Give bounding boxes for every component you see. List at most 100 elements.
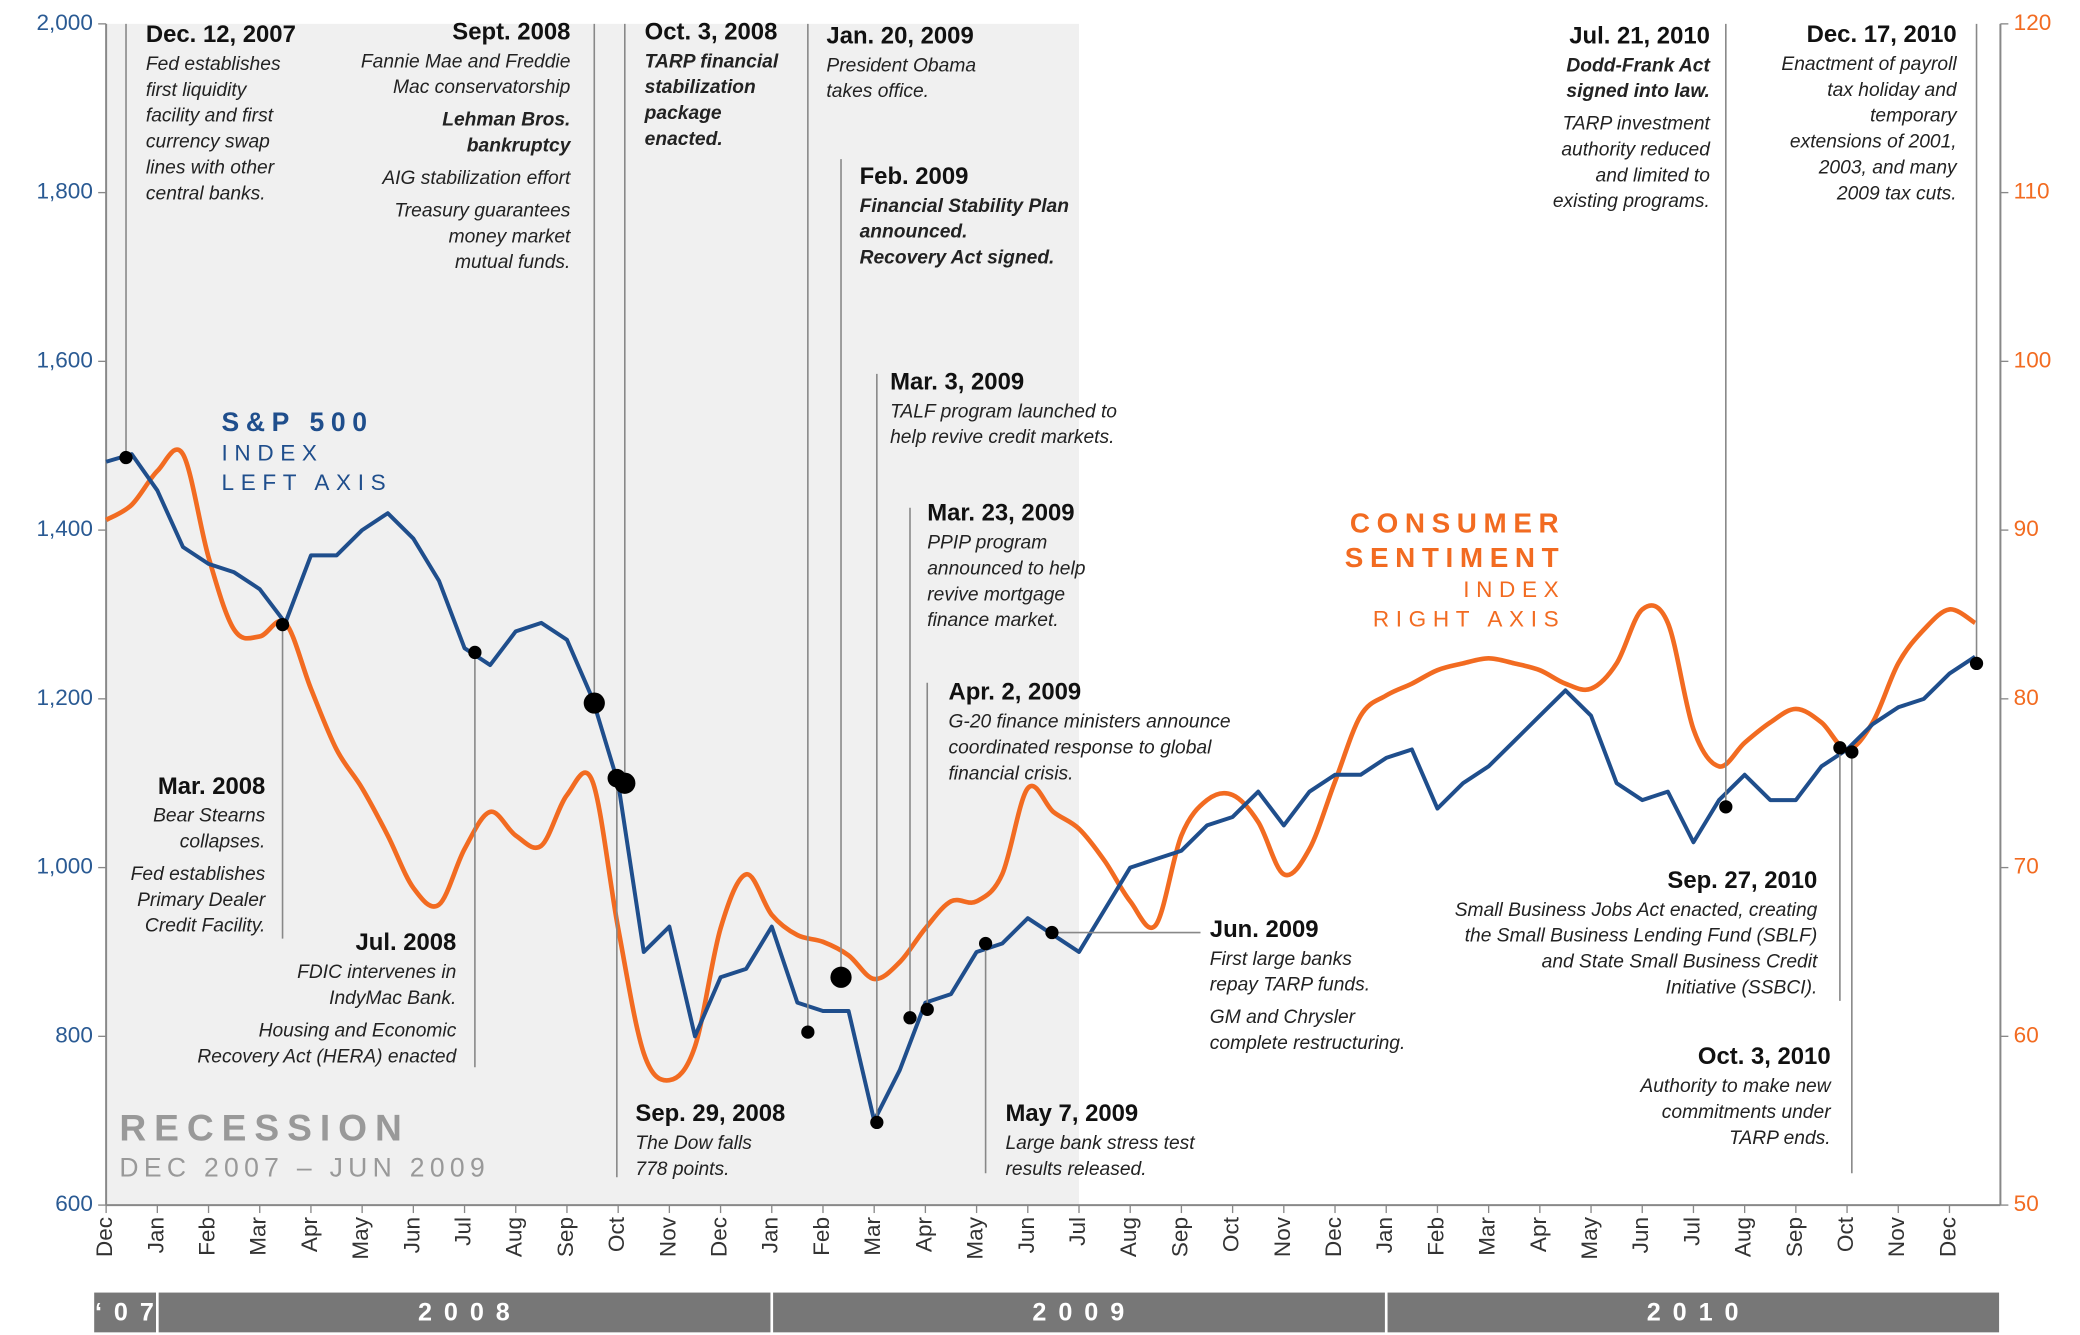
- year-label: 2010: [1647, 1298, 1751, 1326]
- x-tick-label: Apr: [297, 1217, 322, 1253]
- event-dot: [801, 1025, 815, 1039]
- annotation-text: 2003, and many: [1818, 157, 1958, 178]
- x-tick-label: Mar: [860, 1217, 885, 1256]
- x-tick-label: Aug: [1116, 1217, 1141, 1257]
- year-band: [1387, 1292, 2000, 1333]
- y2-tick-label: 100: [2014, 347, 2052, 372]
- x-tick-label: Mar: [246, 1217, 271, 1256]
- y-tick-label: 800: [55, 1022, 93, 1047]
- annotation-text: existing programs.: [1553, 191, 1710, 212]
- annotation-text: first liquidity: [146, 80, 248, 101]
- recession-period: DEC 2007 – JUN 2009: [119, 1152, 490, 1182]
- event-dot: [119, 450, 133, 465]
- annotation-text: 778 points.: [635, 1159, 729, 1180]
- annotation-text: complete restructuring.: [1210, 1033, 1406, 1054]
- annotation-text: Authority to make new: [1639, 1076, 1831, 1097]
- annotation-text: results released.: [1006, 1159, 1147, 1180]
- annotation-text: stabilization: [645, 77, 756, 98]
- annotation-text: the Small Business Lending Fund (SBLF): [1465, 926, 1818, 947]
- annotation-text: Fannie Mae and Freddie: [361, 51, 570, 72]
- annotation-title: Sep. 27, 2010: [1667, 867, 1817, 894]
- annotation-text: Initiative (SSBCI).: [1666, 977, 1818, 998]
- annotation-text: extensions of 2001,: [1790, 132, 1957, 153]
- year-label: ‘07: [95, 1298, 166, 1326]
- annotation-text: 2009 tax cuts.: [1836, 183, 1957, 204]
- y2-tick-label: 110: [2014, 179, 2050, 204]
- series-name: SENTIMENT: [1345, 542, 1566, 573]
- x-tick-label: Nov: [655, 1216, 680, 1257]
- y2-tick-label: 60: [2014, 1022, 2039, 1047]
- annotation-text: TALF program launched to: [890, 401, 1117, 422]
- annotation-text: GM and Chrysler: [1210, 1007, 1357, 1028]
- annotation-text: TARP financial: [645, 51, 779, 72]
- annotation-text: Treasury guarantees: [394, 201, 570, 222]
- annotation-text: and limited to: [1596, 165, 1711, 186]
- x-tick-label: Sep: [1782, 1217, 1807, 1257]
- event-dot: [275, 617, 290, 632]
- event-dot: [1969, 656, 1984, 671]
- annotation-text: TARP ends.: [1729, 1128, 1831, 1149]
- annotation-title: Feb. 2009: [860, 163, 969, 190]
- annotation-text: bankruptcy: [467, 136, 572, 157]
- annotation-text: authority reduced: [1561, 140, 1711, 161]
- annotation-text: Large bank stress test: [1006, 1133, 1196, 1154]
- x-tick-label: Sep: [553, 1217, 578, 1257]
- annotation-text: Mac conservatorship: [393, 77, 571, 98]
- annotation-text: coordinated response to global: [948, 737, 1212, 758]
- x-tick-label: Apr: [1526, 1217, 1551, 1253]
- annotation-title: Oct. 3, 2008: [645, 18, 778, 45]
- annotation-title: Jan. 20, 2009: [826, 22, 973, 49]
- annotation-text: Small Business Jobs Act enacted, creatin…: [1455, 900, 1818, 921]
- x-tick-label: Feb: [194, 1217, 219, 1256]
- annotation-title: Jul. 2008: [355, 929, 456, 956]
- x-tick-label: Jul: [1065, 1217, 1090, 1246]
- series-sublabel: LEFT AXIS: [222, 470, 393, 495]
- y-tick-label: 1,800: [36, 179, 92, 204]
- series-line: [104, 447, 1977, 1083]
- annotation-text: TARP investment: [1562, 114, 1710, 135]
- x-tick-label: May: [1577, 1216, 1602, 1259]
- annotation-title: Jul. 21, 2010: [1569, 22, 1710, 49]
- x-tick-label: Nov: [1884, 1216, 1909, 1257]
- x-tick-label: Dec: [707, 1217, 732, 1257]
- x-tick-label: Aug: [502, 1217, 527, 1257]
- annotation-text: announced.: [860, 222, 968, 243]
- x-tick-label: Dec: [92, 1217, 117, 1257]
- x-tick-label: May: [963, 1216, 988, 1259]
- annotation-text: commitments under: [1662, 1102, 1832, 1123]
- event-dot: [830, 966, 852, 988]
- annotation-title: Oct. 3, 2010: [1698, 1043, 1831, 1070]
- annotation-text: PPIP program: [927, 533, 1047, 554]
- y-tick-label: 2,000: [36, 10, 92, 35]
- y-tick-label: 1,200: [36, 685, 92, 710]
- x-tick-label: Sep: [1167, 1217, 1192, 1257]
- annotation-text: central banks.: [146, 183, 266, 204]
- annotation-title: Jun. 2009: [1210, 916, 1319, 943]
- annotation-text: mutual funds.: [455, 252, 570, 273]
- y2-tick-label: 90: [2014, 516, 2039, 541]
- event-dot: [870, 1115, 884, 1130]
- series-sublabel: RIGHT AXIS: [1373, 606, 1565, 631]
- annotation-text: currency swap: [146, 132, 270, 153]
- annotation-text: Recovery Act (HERA) enacted: [197, 1046, 457, 1067]
- annotation-text: finance market.: [927, 610, 1058, 631]
- x-tick-label: Apr: [911, 1217, 936, 1253]
- annotation-text: temporary: [1870, 106, 1958, 127]
- series-name: CONSUMER: [1350, 507, 1565, 538]
- x-tick-label: Nov: [1270, 1216, 1295, 1257]
- annotation-text: G-20 finance ministers announce: [948, 712, 1230, 733]
- x-tick-label: May: [348, 1216, 373, 1259]
- event-dot: [903, 1011, 917, 1025]
- annotation-text: AIG stabilization effort: [381, 168, 571, 189]
- annotation-text: money market: [449, 226, 571, 247]
- x-tick-label: Oct: [604, 1216, 629, 1252]
- x-tick-label: Feb: [1423, 1217, 1448, 1256]
- x-tick-label: Jan: [758, 1217, 783, 1253]
- x-tick-label: Jul: [450, 1217, 475, 1246]
- annotation-text: revive mortgage: [927, 584, 1065, 605]
- x-tick-label: Dec: [1935, 1217, 1960, 1257]
- y2-tick-label: 120: [2014, 10, 2052, 35]
- x-tick-label: Jan: [143, 1217, 168, 1253]
- annotation-text: takes office.: [826, 81, 929, 102]
